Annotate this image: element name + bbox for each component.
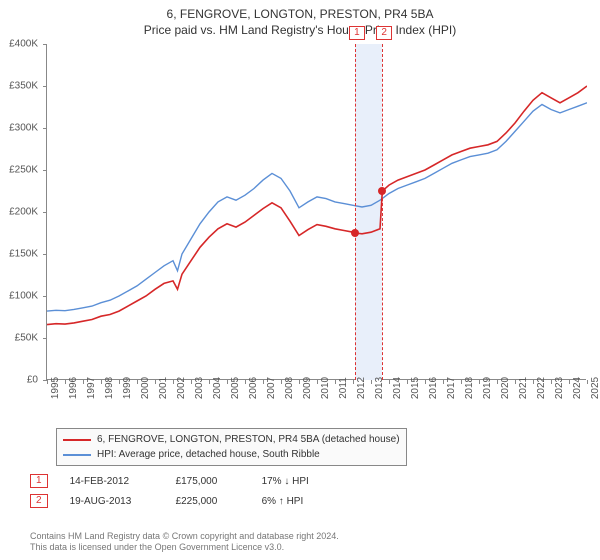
x-axis-tick-label: 1995: [50, 377, 61, 399]
y-axis-tick-label: £50K: [0, 333, 38, 344]
legend-item: HPI: Average price, detached house, Sout…: [63, 447, 400, 462]
legend-label: 6, FENGROVE, LONGTON, PRESTON, PR4 5BA (…: [97, 432, 400, 447]
legend-label: HPI: Average price, detached house, Sout…: [97, 447, 320, 462]
y-axis-tick-label: £400K: [0, 39, 38, 50]
x-axis-tick-label: 2021: [518, 377, 529, 399]
footer-line-1: Contains HM Land Registry data © Crown c…: [30, 531, 339, 543]
x-axis-tick-label: 1997: [86, 377, 97, 399]
event-date: 19-AUG-2013: [70, 496, 154, 507]
event-price: £225,000: [176, 496, 240, 507]
x-axis-tick-label: 2011: [338, 377, 349, 399]
x-axis-tick-label: 2025: [590, 377, 600, 399]
x-axis-tick-label: 2007: [266, 377, 277, 399]
x-axis-tick-label: 2005: [230, 377, 241, 399]
y-axis-tick-label: £0: [0, 375, 38, 386]
event-hpi-diff: 6% ↑ HPI: [262, 496, 346, 507]
event-badge: 2: [30, 494, 48, 508]
x-axis-tick-label: 2020: [500, 377, 511, 399]
x-axis-tick-label: 2006: [248, 377, 259, 399]
chart-container: 6, FENGROVE, LONGTON, PRESTON, PR4 5BA P…: [0, 0, 600, 560]
event-hpi-diff: 17% ↓ HPI: [262, 476, 346, 487]
series-line-property: [47, 86, 587, 325]
legend: 6, FENGROVE, LONGTON, PRESTON, PR4 5BA (…: [56, 428, 407, 466]
chart-lines: [47, 44, 587, 380]
event-price: £175,000: [176, 476, 240, 487]
x-axis-tick-label: 2014: [392, 377, 403, 399]
x-axis-tick-label: 2017: [446, 377, 457, 399]
legend-item: 6, FENGROVE, LONGTON, PRESTON, PR4 5BA (…: [63, 432, 400, 447]
chart-area: £0£50K£100K£150K£200K£250K£300K£350K£400…: [46, 44, 586, 400]
x-axis-tick-label: 2019: [482, 377, 493, 399]
event-badge: 1: [30, 474, 48, 488]
sale-event-row: 2 19-AUG-2013 £225,000 6% ↑ HPI: [30, 494, 346, 508]
chart-subtitle: Price paid vs. HM Land Registry's House …: [0, 23, 600, 41]
x-axis-tick-label: 2009: [302, 377, 313, 399]
chart-title: 6, FENGROVE, LONGTON, PRESTON, PR4 5BA: [0, 0, 600, 23]
x-axis-tick-label: 2004: [212, 377, 223, 399]
y-axis-tick-label: £100K: [0, 291, 38, 302]
x-axis-tick-label: 2016: [428, 377, 439, 399]
sale-marker-badge: 2: [376, 26, 392, 40]
x-axis-tick-label: 2000: [140, 377, 151, 399]
plot-area: £0£50K£100K£150K£200K£250K£300K£350K£400…: [46, 44, 586, 380]
y-axis-tick-label: £250K: [0, 165, 38, 176]
y-axis-tick-label: £350K: [0, 81, 38, 92]
y-axis-tick-label: £150K: [0, 249, 38, 260]
legend-swatch: [63, 454, 91, 456]
x-axis-tick-label: 2002: [176, 377, 187, 399]
attribution-footer: Contains HM Land Registry data © Crown c…: [30, 531, 339, 554]
x-axis-tick-label: 1996: [68, 377, 79, 399]
x-axis-tick-label: 2003: [194, 377, 205, 399]
x-axis-tick-label: 2024: [572, 377, 583, 399]
x-axis-tick-label: 2010: [320, 377, 331, 399]
sale-dot: [351, 229, 359, 237]
x-axis-tick-label: 1999: [122, 377, 133, 399]
y-axis-tick-label: £300K: [0, 123, 38, 134]
sale-marker-line: [382, 44, 383, 380]
sale-marker-badge: 1: [349, 26, 365, 40]
x-axis-tick-label: 1998: [104, 377, 115, 399]
x-axis-tick-label: 2013: [374, 377, 385, 399]
x-axis-tick-label: 2015: [410, 377, 421, 399]
x-axis-tick-label: 2022: [536, 377, 547, 399]
footer-line-2: This data is licensed under the Open Gov…: [30, 542, 339, 554]
sale-events-table: 1 14-FEB-2012 £175,000 17% ↓ HPI 2 19-AUG-201…: [30, 474, 346, 514]
x-axis-tick-label: 2018: [464, 377, 475, 399]
event-date: 14-FEB-2012: [70, 476, 154, 487]
legend-swatch: [63, 439, 91, 441]
x-axis-tick-label: 2001: [158, 377, 169, 399]
sale-dot: [378, 187, 386, 195]
x-axis-tick-label: 2012: [356, 377, 367, 399]
sale-event-row: 1 14-FEB-2012 £175,000 17% ↓ HPI: [30, 474, 346, 488]
sale-marker-line: [355, 44, 356, 380]
x-axis-tick-label: 2008: [284, 377, 295, 399]
x-axis-tick-label: 2023: [554, 377, 565, 399]
y-axis-tick-label: £200K: [0, 207, 38, 218]
